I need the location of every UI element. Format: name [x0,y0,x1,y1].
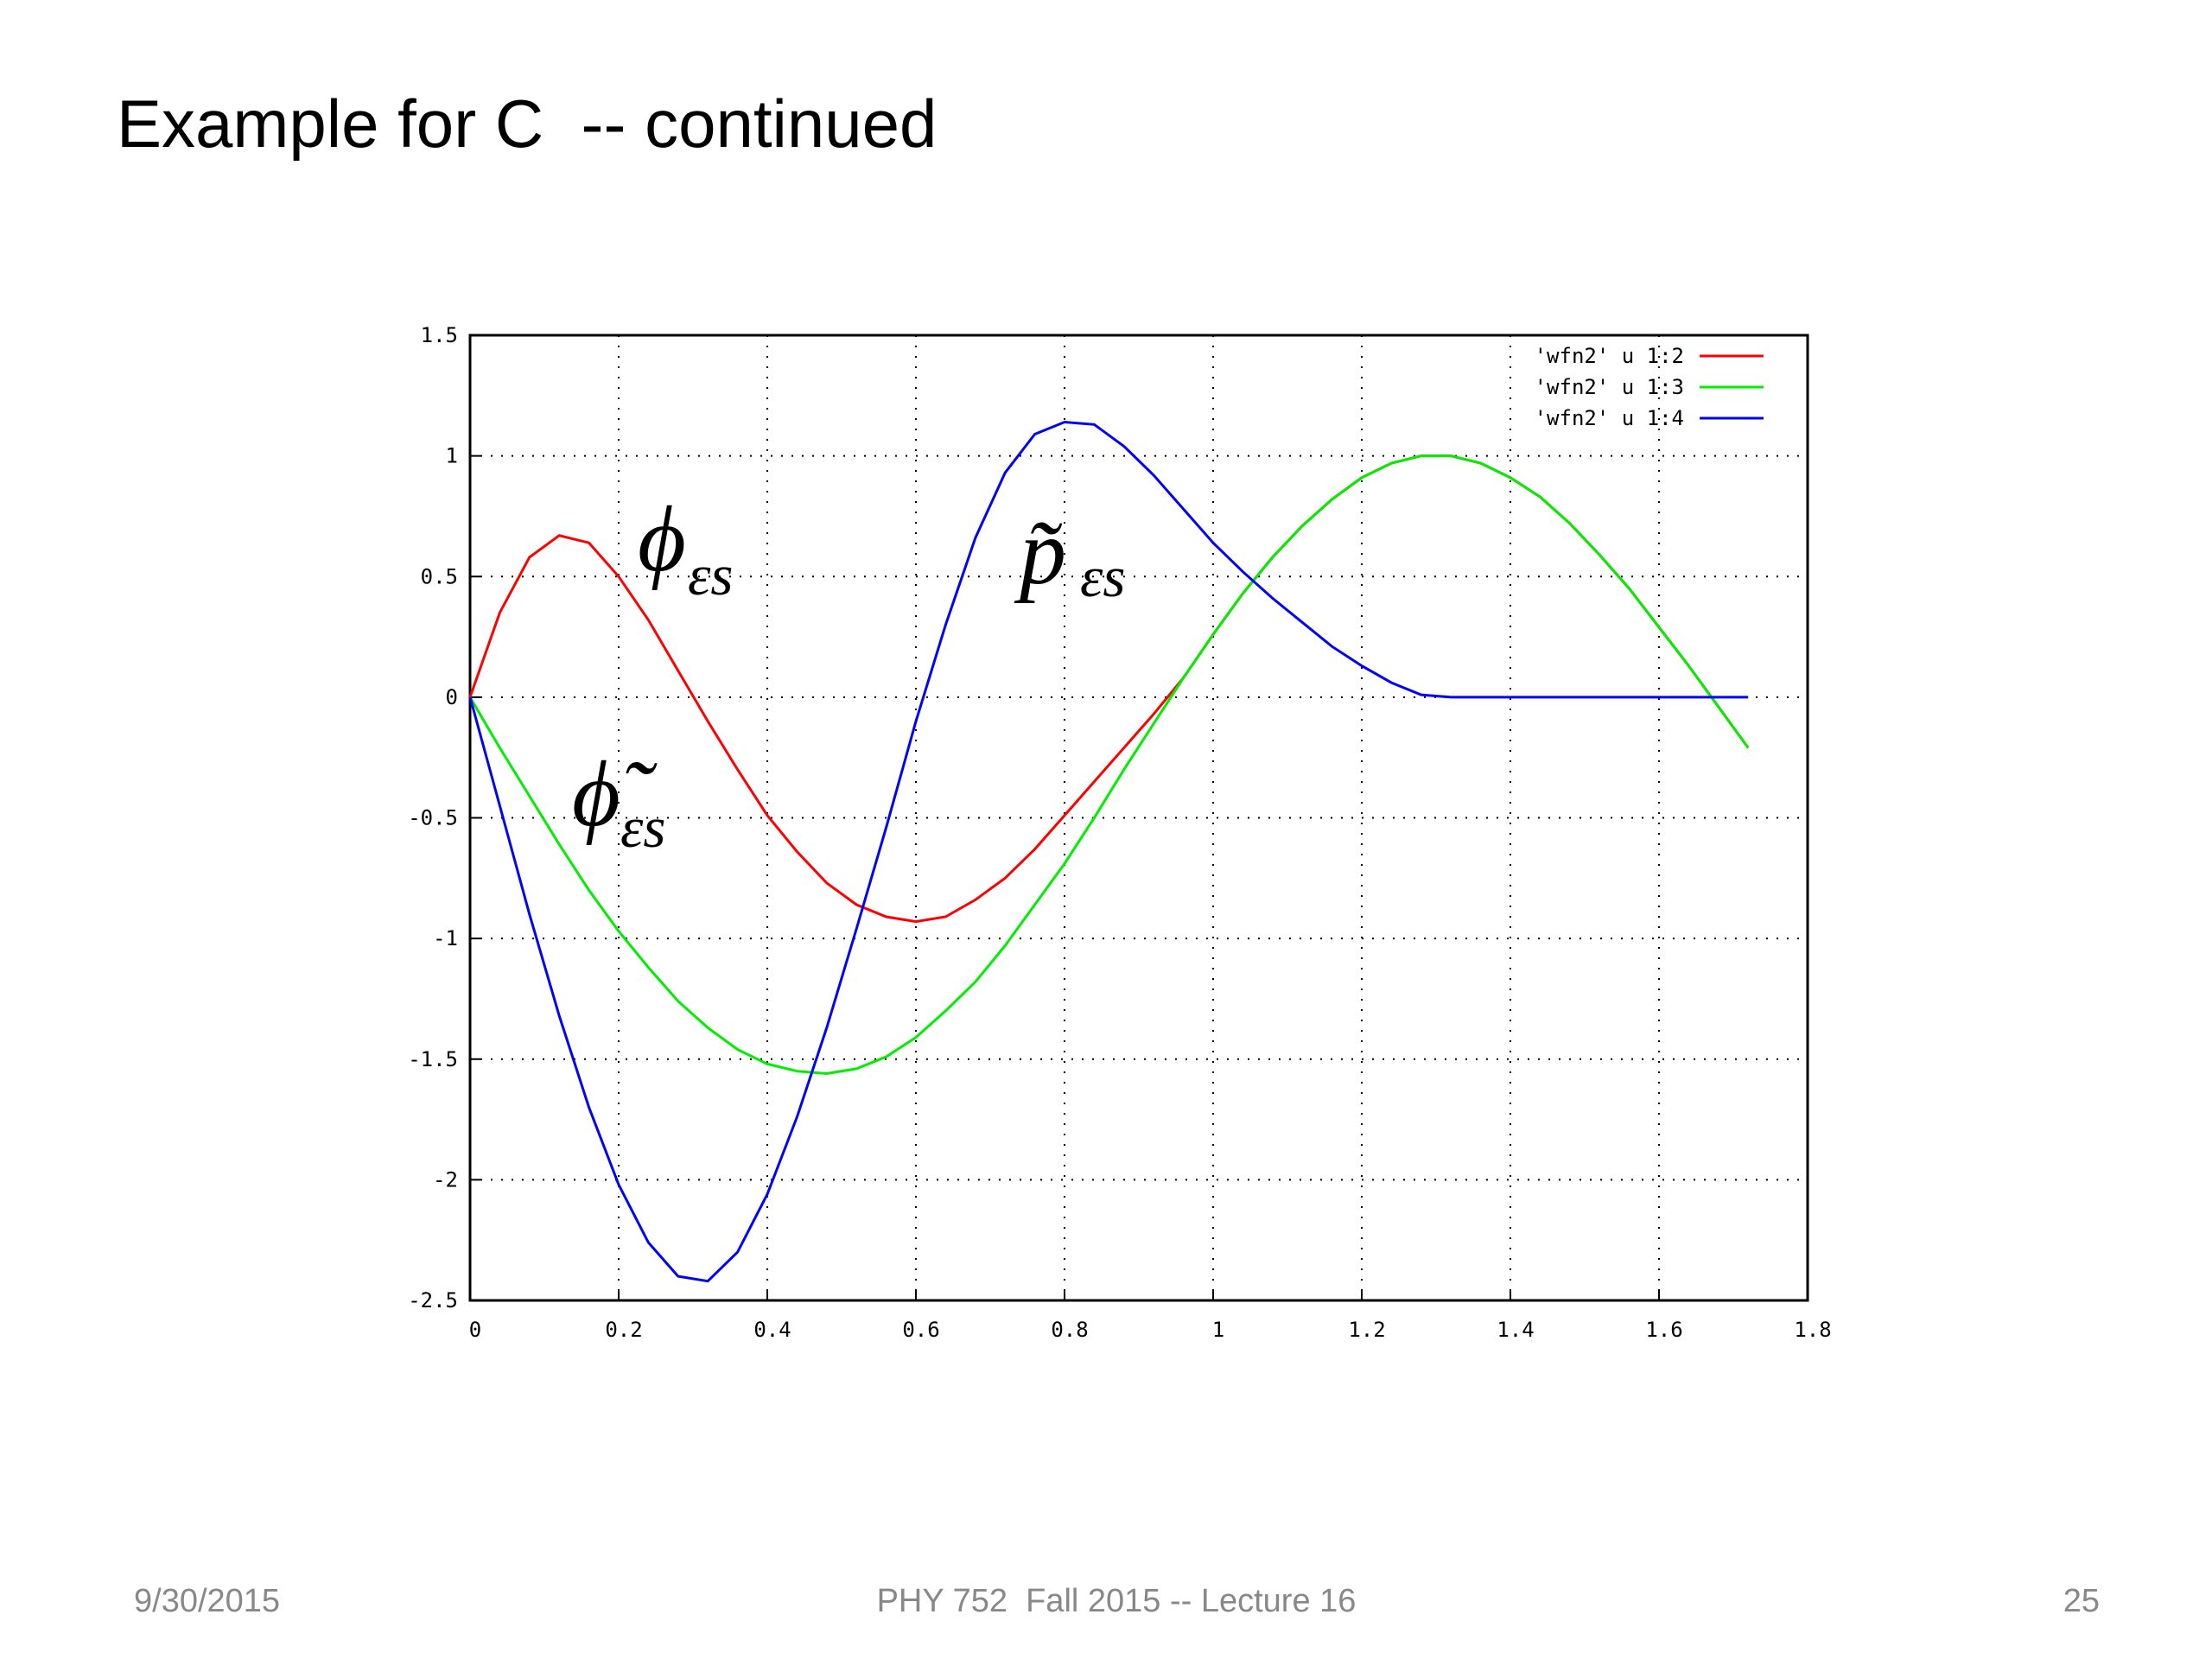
data-line [468,420,1749,1283]
y-tick-label: -1 [433,926,458,950]
annotation-symbol: p̃ [1014,501,1066,604]
legend-label: 'wfn2' u 1:2 [1535,344,1684,368]
x-tick-label: 1.4 [1497,1318,1534,1342]
footer-page: 25 [2063,1583,2100,1619]
legend-label: 'wfn2' u 1:3 [1535,375,1684,399]
y-tick-label: -0.5 [408,806,458,830]
y-tick-label: -2 [433,1167,458,1192]
y-tick-label: -2.5 [408,1288,458,1313]
chart: -2.5 -2 -1.5 -1 -0.5 0 0.5 1 1.5 0 0.2 0.4 0.6 0.8 1 1.… [408,323,1831,1342]
x-tick-label: 1 [1212,1318,1224,1342]
y-tick-label: 1.5 [421,323,458,347]
x-tick-label: 1.6 [1645,1318,1682,1342]
x-tick-label: 0 [469,1318,481,1342]
y-tick-label: 1 [446,444,458,468]
annotation-symbol: ϕ [638,488,686,591]
annotation-subscript: εs [620,796,665,860]
plot-frame [468,334,1809,1302]
x-tick-label: 0.6 [902,1318,939,1342]
annotation-subscript: εs [1080,545,1125,609]
x-tick-label: 0.4 [753,1318,791,1342]
x-tick-label: 1.8 [1794,1318,1831,1342]
data-line [468,454,1750,1076]
x-tick-label: 1.2 [1348,1318,1385,1342]
legend-label: 'wfn2' u 1:4 [1535,406,1684,430]
y-tick-label: 0 [446,685,458,709]
x-tick-label: 0.8 [1051,1318,1088,1342]
slide-title: Example for C -- continued [117,86,937,162]
footer-date: 9/30/2015 [134,1583,280,1619]
x-tick-label: 0.2 [605,1318,642,1342]
y-tick-label: -1.5 [408,1047,458,1071]
annotation-subscript: εs [688,543,733,607]
y-tick-label: 0.5 [421,564,458,588]
footer-center: PHY 752 Fall 2015 -- Lecture 16 [877,1583,1357,1619]
